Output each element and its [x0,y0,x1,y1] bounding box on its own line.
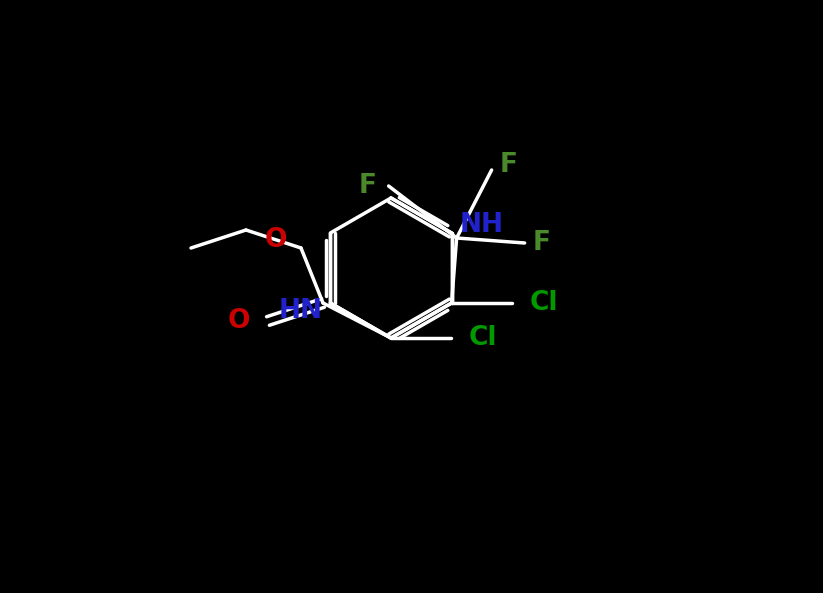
Text: F: F [500,152,518,178]
Text: Cl: Cl [530,290,558,316]
Text: F: F [532,230,551,256]
Text: Cl: Cl [469,325,497,351]
Text: O: O [264,227,287,253]
Text: HN: HN [278,298,323,324]
Text: O: O [227,308,250,334]
Text: NH: NH [459,212,504,238]
Text: F: F [359,173,377,199]
